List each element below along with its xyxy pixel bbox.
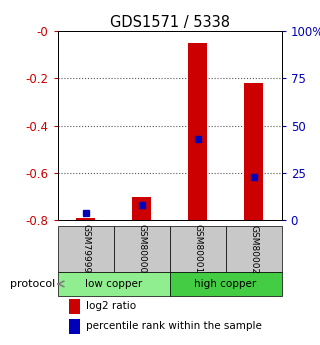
Text: GSM80002: GSM80002	[249, 225, 258, 274]
Bar	[244, 83, 263, 220]
Bar	[58, 226, 114, 272]
Bar	[114, 226, 170, 272]
Text: log2 ratio: log2 ratio	[86, 301, 136, 311]
Text: low copper: low copper	[85, 279, 142, 289]
Bar	[188, 43, 207, 220]
Text: protocol: protocol	[10, 279, 55, 289]
Title: GDS1571 / 5338: GDS1571 / 5338	[109, 15, 229, 30]
Bar	[76, 218, 95, 220]
Bar	[170, 226, 226, 272]
Bar	[58, 272, 170, 296]
Bar	[69, 299, 80, 314]
Text: percentile rank within the sample: percentile rank within the sample	[86, 321, 262, 331]
Text: high copper: high copper	[195, 279, 257, 289]
Bar	[170, 272, 282, 296]
Text: GSM79999: GSM79999	[81, 225, 90, 274]
Bar	[69, 319, 80, 334]
Text: GSM80001: GSM80001	[193, 225, 202, 274]
Bar	[226, 226, 282, 272]
Bar	[132, 197, 151, 220]
Text: GSM80000: GSM80000	[137, 225, 146, 274]
